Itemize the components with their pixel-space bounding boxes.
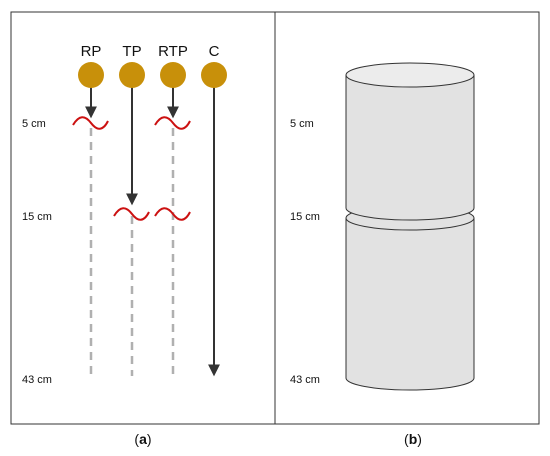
- depth-label-43cm: 43 cm: [22, 374, 52, 386]
- ball-rp: [78, 62, 104, 88]
- panel-a: RP TP RTP C 5 cm 15 cm 43 cm (a): [22, 43, 227, 447]
- depth-label-5cm: 5 cm: [22, 118, 46, 130]
- wave-rp-5cm: [72, 116, 109, 130]
- column-label-tp: TP: [122, 43, 141, 60]
- column-label-c: C: [209, 43, 220, 60]
- depth-label-15cm: 15 cm: [22, 211, 52, 223]
- upper-cylinder: [345, 62, 475, 221]
- ball-c: [201, 62, 227, 88]
- wave-rtp-5cm: [154, 116, 191, 130]
- depth-label-b-43cm: 43 cm: [290, 374, 320, 386]
- lower-cylinder: [345, 205, 475, 391]
- depth-label-b-5cm: 5 cm: [290, 118, 314, 130]
- panel-b: 5 cm 15 cm 43 cm (b): [290, 62, 475, 447]
- depth-label-b-15cm: 15 cm: [290, 211, 320, 223]
- ball-rtp: [160, 62, 186, 88]
- ball-tp: [119, 62, 145, 88]
- column-label-rp: RP: [81, 43, 102, 60]
- column-label-rtp: RTP: [158, 43, 188, 60]
- panel-b-frame: [274, 11, 540, 425]
- wave-tp-15cm: [113, 207, 150, 221]
- caption-b: (b): [404, 431, 422, 447]
- wave-rtp-15cm: [154, 207, 191, 221]
- caption-a: (a): [134, 431, 151, 447]
